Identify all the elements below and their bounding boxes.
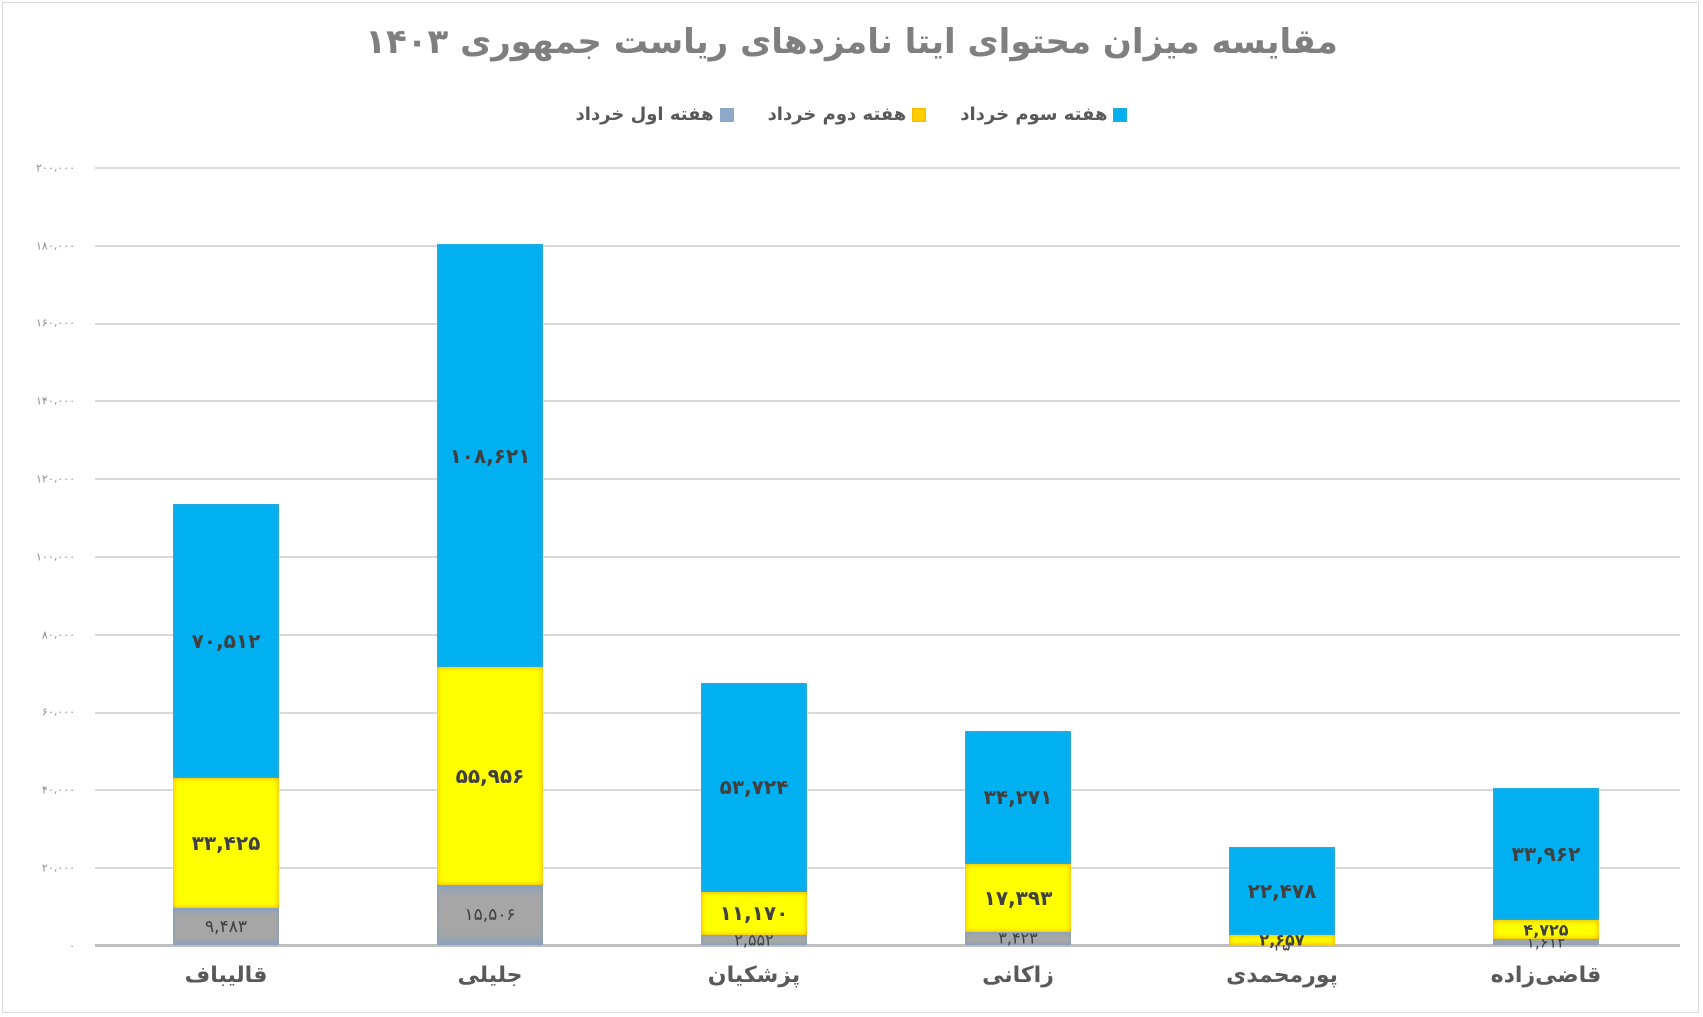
data-label: ۳۴,۲۷۱ [983,785,1053,810]
stacked-bar: ۱,۶۱۲ ۴,۷۲۵ ۳۳,۹۶۲ [1493,788,1599,951]
gridline [95,478,1680,481]
stacked-bar: ۲,۵۵۲ ۱۱,۱۷۰ ۵۳,۷۲۴ [701,682,807,950]
x-label-pourmohammadi: پورمحمدی [1226,963,1338,988]
bar-segment-week3: ۳۴,۲۷۱ [965,730,1071,865]
bar-segment-week1: ۲,۵۵۲ [701,931,807,950]
data-label: ۱۵,۵۰۶ [464,904,516,925]
gridline [95,322,1680,325]
x-label-ghalibaf: قالیباف [184,963,268,988]
legend-item-week2: هفته دوم خرداد [768,104,927,125]
bar-segment-week2: ۱۷,۳۹۳ [965,864,1071,932]
x-label-jalili: جلیلی [457,963,523,988]
legend-item-week3: هفته سوم خرداد [960,104,1128,125]
y-tick-label: ۱۰۰،۰۰۰ [36,550,75,564]
bar-segment-week1: ۳,۴۲۳ [965,928,1071,948]
bar-segment-week3: ۷۰,۵۱۲ [173,503,279,779]
gridline [95,867,1680,870]
gridline [95,633,1680,636]
data-label: ۱۱,۱۷۰ [719,901,789,926]
gridline [95,556,1680,558]
data-label: ۲,۵۵۲ [734,930,774,950]
legend-label-week3: هفته سوم خرداد [960,104,1108,125]
legend-swatch-week3 [1113,107,1128,122]
bar-segment-week2: ۴,۷۲۵ [1493,920,1599,940]
data-label: ۴,۷۲۵ [1523,920,1569,940]
y-tick-label: ۱۲۰،۰۰۰ [36,472,75,486]
bar-segment-week2: ۳۳,۴۲۵ [173,778,279,909]
gridline [95,244,1680,247]
gridline [95,711,1680,714]
stacked-bar: ۳۵ ۲,۶۵۷ ۲۲,۴۷۸ [1229,847,1335,954]
data-label: ۵۵,۹۵۶ [455,763,525,788]
bar-segment-week1: ۱۵,۵۰۶ [437,884,543,945]
data-label: ۳,۴۲۳ [998,928,1038,948]
data-label: ۲,۶۵۷ [1259,930,1305,950]
y-tick-label: ۱۸۰،۰۰۰ [36,239,75,253]
legend: هفته سوم خرداد هفته دوم خرداد هفته اول خ… [0,104,1703,125]
data-label: ۵۳,۷۲۴ [719,775,789,800]
y-tick-label: ۲۰،۰۰۰ [41,861,75,875]
y-tick-label: ۰ [69,939,75,953]
y-tick-label: ۸۰،۰۰۰ [41,628,75,642]
data-label: ۹,۴۸۳ [205,916,247,937]
bar-segment-week3: ۱۰۸,۶۲۱ [437,244,543,668]
bar-segment-week3: ۲۲,۴۷۸ [1229,847,1335,935]
x-label-ghazizadeh: قاضی‌زاده [1490,963,1602,988]
data-label: ۳۳,۹۶۲ [1511,842,1581,867]
bar-segment-week2: ۱۱,۱۷۰ [701,891,807,936]
bar-segment-week3: ۵۳,۷۲۴ [701,682,807,892]
legend-label-week2: هفته دوم خرداد [767,104,907,125]
gridline [95,167,1680,169]
gridline [95,789,1680,792]
data-label: ۱۷,۳۹۳ [983,885,1053,910]
legend-swatch-week1 [719,107,734,122]
legend-swatch-week2 [912,107,927,122]
bar-segment-week1: ۱,۶۱۲ [1493,932,1599,951]
bar-segment-week2: ۵۵,۹۵۶ [437,667,543,885]
gridline [95,400,1680,403]
x-axis-line [95,944,1680,947]
y-tick-label: ۱۶۰،۰۰۰ [36,316,75,330]
y-tick-label: ۶۰،۰۰۰ [41,705,75,719]
y-tick-label: ۲۰۰،۰۰۰ [36,161,75,175]
stacked-bar: ۳,۴۲۳ ۱۷,۳۹۳ ۳۴,۲۷۱ [965,730,1071,948]
data-label: ۲۲,۴۷۸ [1247,878,1317,903]
bar-segment-week3: ۳۳,۹۶۲ [1493,788,1599,921]
data-label: ۳۳,۴۲۵ [191,831,261,856]
x-label-zakani: زاکانی [982,963,1054,988]
stacked-bar: ۹,۴۸۳ ۳۳,۴۲۵ ۷۰,۵۱۲ [173,503,279,945]
bar-segment-week2: ۲,۶۵۷ [1229,930,1335,949]
stacked-bar: ۱۵,۵۰۶ ۵۵,۹۵۶ ۱۰۸,۶۲۱ [437,244,543,945]
data-label: ۷۰,۵۱۲ [191,628,261,653]
legend-label-week1: هفته اول خرداد [575,104,714,125]
bar-segment-week1: ۹,۴۸۳ [173,908,279,945]
data-label: ۱۰۸,۶۲۱ [449,443,531,468]
chart-title: مقایسه میزان محتوای ایتا نامزدهای ریاست … [365,22,1338,62]
legend-item-week1: هفته اول خرداد [576,104,734,125]
y-tick-label: ۱۴۰،۰۰۰ [36,394,75,408]
x-label-pezeshkian: پزشکیان [707,963,801,988]
plot-area [95,167,1680,947]
y-tick-label: ۴۰،۰۰۰ [41,783,75,797]
